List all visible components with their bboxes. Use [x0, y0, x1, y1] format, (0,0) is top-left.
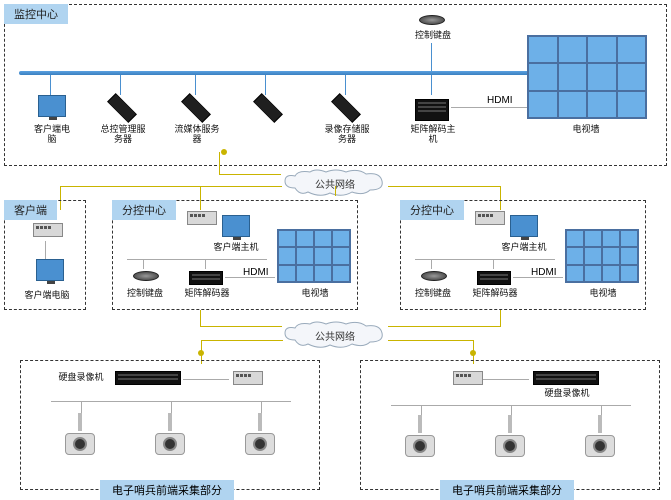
- label-dvr-right: 硬盘录像机: [537, 389, 597, 399]
- device-dvr-right: [531, 371, 601, 385]
- hdmi-line-top: [451, 107, 527, 108]
- device-sr-switch: [471, 211, 509, 225]
- device-client-switch: [29, 223, 67, 237]
- label-sr-keyboard: 控制键盘: [409, 289, 457, 299]
- device-sr-decoder: [475, 271, 513, 285]
- device-sr-pc: [505, 215, 543, 237]
- label-stream-server: 流媒体服务 器: [169, 125, 225, 145]
- label-client-pc-top: 客户端电 脑: [27, 125, 77, 145]
- label-sl-pc: 客户端主机: [209, 243, 263, 253]
- device-sl-keyboard: [127, 267, 165, 285]
- camera-fr-1: [395, 415, 445, 457]
- panel-title-monitor-center: 监控中心: [4, 4, 68, 24]
- panel-sub-right: 分控中心 客户端主机 控制键盘 矩阵解码器 HDMI 电视墙: [400, 200, 646, 310]
- device-mgmt-server: [103, 95, 141, 121]
- camera-fr-2: [485, 415, 535, 457]
- device-client-pc-top: [33, 95, 71, 117]
- label-sr-pc: 客户端主机: [497, 243, 551, 253]
- video-wall-sr: [565, 229, 639, 283]
- device-sr-keyboard: [415, 267, 453, 285]
- label-matrix-host: 矩阵解码主 机: [405, 125, 461, 145]
- cloud-label-2: 公共网络: [280, 328, 390, 343]
- label-control-keyboard-top: 控制键盘: [409, 31, 457, 41]
- label-sl-keyboard: 控制键盘: [121, 289, 169, 299]
- camera-fl-1: [55, 413, 105, 455]
- device-matrix-host: [413, 99, 451, 121]
- device-record-server: [327, 95, 365, 121]
- bottom-title-left: 电子哨兵前端采集部分: [100, 480, 234, 500]
- video-wall-sl: [277, 229, 351, 283]
- label-sr-decoder: 矩阵解码器: [467, 289, 523, 299]
- panel-client: 客户端 客户端电脑: [4, 200, 86, 310]
- device-sl-pc: [217, 215, 255, 237]
- device-dvr-left: [113, 371, 183, 385]
- label-mgmt-server: 总控管理服 务器: [95, 125, 151, 145]
- device-sl-switch: [183, 211, 221, 225]
- label-video-wall-top: 电视墙: [561, 125, 611, 135]
- label-client-pc: 客户端电脑: [19, 291, 75, 301]
- camera-fl-2: [145, 413, 195, 455]
- top-bus: [19, 71, 529, 75]
- panel-monitor-center: 监控中心 控制键盘 客户端电 脑 总控管理服 务器 流媒体服务 器 录像存储服 …: [4, 4, 667, 166]
- panel-title-client: 客户端: [4, 200, 57, 220]
- device-stream-server: [177, 95, 215, 121]
- panel-front-right: 硬盘录像机: [360, 360, 660, 490]
- camera-fr-3: [575, 415, 625, 457]
- device-unknown-mid: [249, 95, 287, 121]
- label-sr-wall: 电视墙: [581, 289, 625, 299]
- camera-fl-3: [235, 413, 285, 455]
- device-switch-front-left: [229, 371, 267, 385]
- label-sl-decoder: 矩阵解码器: [179, 289, 235, 299]
- device-switch-front-right: [449, 371, 487, 385]
- cloud-public-network-2: 公共网络: [280, 320, 390, 350]
- bottom-title-right: 电子哨兵前端采集部分: [440, 480, 574, 500]
- device-client-pc: [31, 259, 69, 281]
- video-wall-top: [527, 35, 647, 119]
- label-record-server: 录像存储服 务器: [319, 125, 375, 145]
- panel-sub-left: 分控中心 客户端主机 控制键盘 矩阵解码器 HDMI 电视墙: [112, 200, 358, 310]
- panel-front-left: 硬盘录像机: [20, 360, 320, 490]
- label-dvr-left: 硬盘录像机: [51, 373, 111, 383]
- device-sl-decoder: [187, 271, 225, 285]
- label-sl-wall: 电视墙: [293, 289, 337, 299]
- panel-title-sub-left: 分控中心: [112, 200, 176, 220]
- device-control-keyboard-top: [413, 11, 451, 29]
- hdmi-label-top: HDMI: [487, 95, 513, 106]
- panel-title-sub-right: 分控中心: [400, 200, 464, 220]
